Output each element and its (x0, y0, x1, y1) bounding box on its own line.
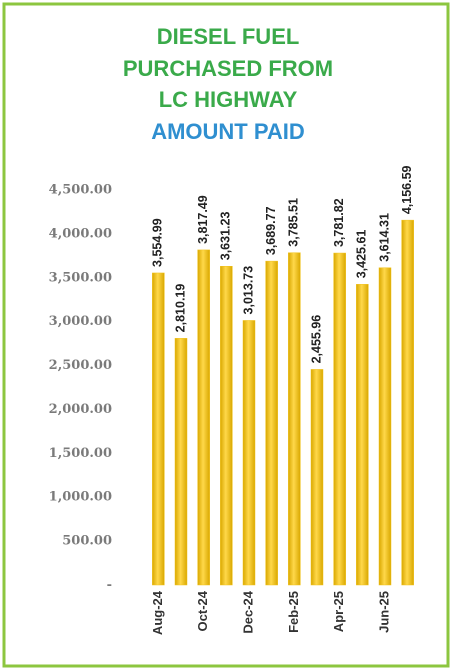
value-label: 3,689.77 (264, 206, 278, 255)
chart-title: LC HIGHWAY (159, 87, 298, 112)
value-label: 3,554.99 (151, 218, 165, 267)
bar (310, 369, 324, 586)
bar (356, 284, 369, 586)
bar (378, 267, 392, 586)
bar (197, 249, 210, 586)
bar (152, 272, 165, 586)
value-label: 3,817.49 (196, 195, 210, 244)
value-label: 3,614.31 (377, 213, 391, 262)
y-tick-label: 4,000.00 (49, 226, 112, 241)
y-tick-label: 4,500.00 (49, 183, 112, 198)
bar (333, 252, 346, 586)
x-tick-label: Aug-24 (150, 590, 165, 635)
value-label: 2,455.96 (309, 315, 323, 364)
x-tick-label: Feb-25 (286, 591, 301, 633)
value-label: 3,785.51 (287, 198, 301, 247)
y-tick-label: 1,500.00 (49, 446, 112, 461)
y-tick-label: 1,000.00 (49, 490, 112, 505)
y-tick-label: 2,500.00 (49, 358, 112, 373)
value-label: 3,631.23 (219, 212, 233, 261)
value-label: 3,425.61 (355, 230, 369, 279)
y-tick-label: 2,000.00 (49, 402, 112, 417)
bar (220, 266, 233, 586)
x-tick-label: Jun-25 (376, 591, 391, 633)
chart-title: DIESEL FUEL (157, 24, 300, 49)
y-tick-label: 3,500.00 (49, 270, 112, 285)
bar (174, 338, 188, 586)
y-tick-label: - (107, 578, 112, 593)
y-tick-label: 500.00 (62, 534, 112, 549)
x-tick-label: Apr-25 (331, 591, 346, 632)
chart-title: PURCHASED FROM (123, 56, 333, 81)
value-label: 3,781.82 (332, 198, 346, 247)
x-tick-label: Dec-24 (240, 590, 255, 633)
value-label: 3,013.73 (241, 266, 255, 315)
bar (401, 219, 414, 586)
x-tick-label: Oct-24 (195, 590, 210, 631)
chart-subtitle: AMOUNT PAID (151, 119, 305, 144)
value-label: 4,156.59 (400, 165, 414, 214)
bar (288, 252, 301, 586)
value-label: 2,810.19 (173, 284, 187, 333)
y-tick-label: 3,000.00 (49, 314, 112, 329)
bar (242, 320, 256, 586)
bar (265, 260, 278, 586)
